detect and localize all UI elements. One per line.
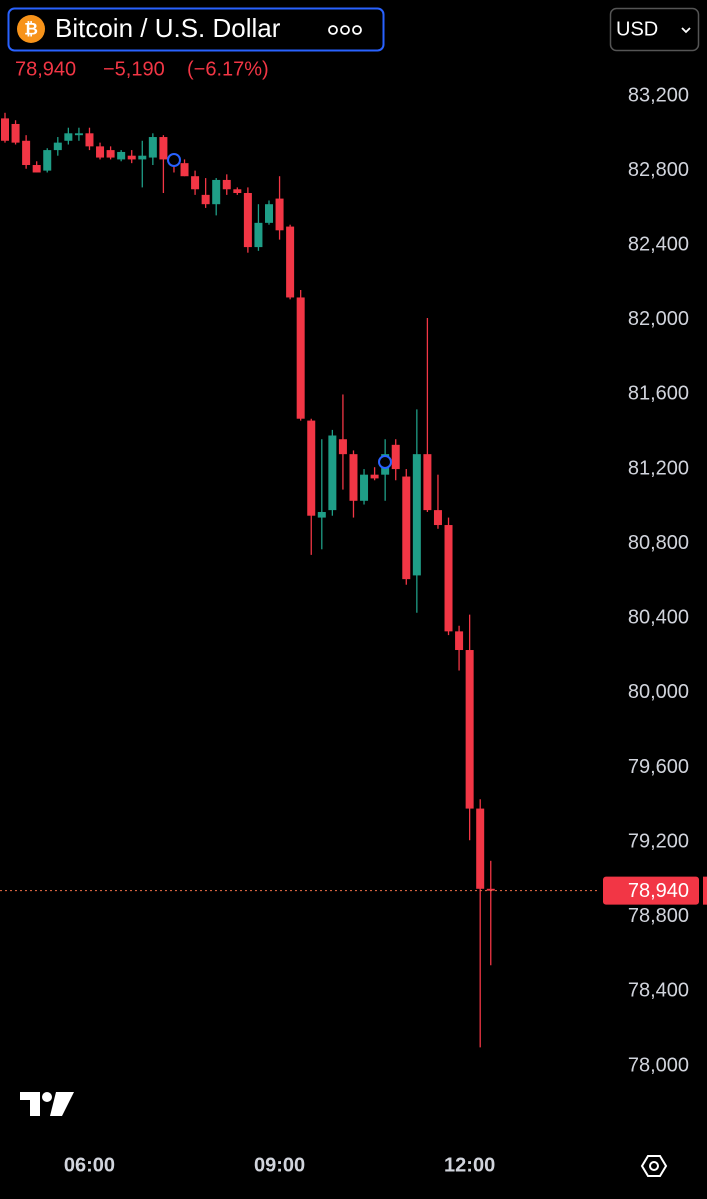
candle-body [64,133,73,141]
candle-body [32,165,41,173]
plot: 78,000 78,400 78,800 79,200 79,600 80,000 80,4… [0,84,707,1176]
candle-body [233,189,242,193]
last-price-label: 78,940 [628,880,689,902]
y-tick-label: 82,800 [628,159,689,181]
candle-body [43,150,52,171]
candle-body [307,420,316,516]
symbol-box[interactable] [7,7,385,52]
change: −5,190 [103,58,165,80]
candle-body [486,888,495,891]
price: 78,940 [15,58,76,80]
y-tick-label: 83,200 [628,84,689,106]
event-marker[interactable] [167,153,181,167]
last-price-tag [603,876,699,905]
candle-body [444,525,453,632]
x-tick-label: 12:00 [444,1154,495,1176]
x-tick-label: 09:00 [254,1154,305,1176]
candle-body [74,133,83,136]
candle-body [370,474,379,479]
candle-body [317,511,326,518]
candle-body [265,204,273,223]
candle-body [148,137,157,158]
last-price-tag-edge [703,876,707,905]
y-tick-label: 80,000 [628,681,689,703]
candle-body [201,194,210,205]
candle-body [11,123,20,143]
y-tick-label: 79,200 [628,830,689,852]
candle-body [138,155,147,160]
candle-body [127,155,136,160]
candle-body [296,297,305,419]
candle-body [180,163,189,177]
candle-body [465,650,474,809]
candle-body [476,808,485,889]
candle-body [212,179,221,205]
x-tick-label: 06:00 [64,1154,115,1176]
candle-body [360,474,369,501]
candle-body [402,476,411,580]
candle-body [96,146,105,158]
settings-icon[interactable] [640,1155,668,1177]
candle-body [222,179,231,190]
candle-body [391,444,400,470]
candle-body [338,439,347,455]
currency-box[interactable] [609,7,700,52]
y-tick-label: 81,200 [628,457,689,479]
y-tick-label: 82,400 [628,234,689,256]
candle-body [53,142,62,151]
y-tick-label: 80,400 [628,607,689,629]
candle-body [423,454,432,511]
y-tick-label: 78,000 [628,1054,689,1076]
candle-body [85,133,94,147]
currency: USD [616,18,658,40]
candle-body [349,454,358,501]
y-tick-label: 78,800 [628,905,689,927]
y-tick-label: 82,000 [628,308,689,330]
candle-body [22,140,31,166]
candle-body [433,510,442,526]
candle-body [117,151,126,160]
candle-body [106,150,115,158]
candle-body [275,198,284,231]
bitcoin-icon [17,15,45,43]
candle-body [254,222,263,248]
candle-body [412,454,421,576]
y-tick-label: 78,400 [628,980,689,1002]
candle-body [1,118,9,141]
tradingview-logo [20,1092,74,1116]
chevron [681,27,691,34]
candle-body [159,137,168,160]
change-pct: (−6.17%) [187,58,269,80]
y-tick-label: 81,600 [628,383,689,405]
symbol-name: Bitcoin / U.S. Dollar [55,13,281,43]
more-icon[interactable] [328,25,362,35]
event-marker[interactable] [378,455,392,469]
candle-body [243,193,252,248]
y-tick-label: 79,600 [628,756,689,778]
candle-body [328,435,337,511]
candle-body [455,631,464,651]
candle-body [191,176,200,190]
bitcoin-glyph: ₿ [24,19,38,38]
y-tick-label: 80,800 [628,532,689,554]
candle-body [286,226,295,298]
